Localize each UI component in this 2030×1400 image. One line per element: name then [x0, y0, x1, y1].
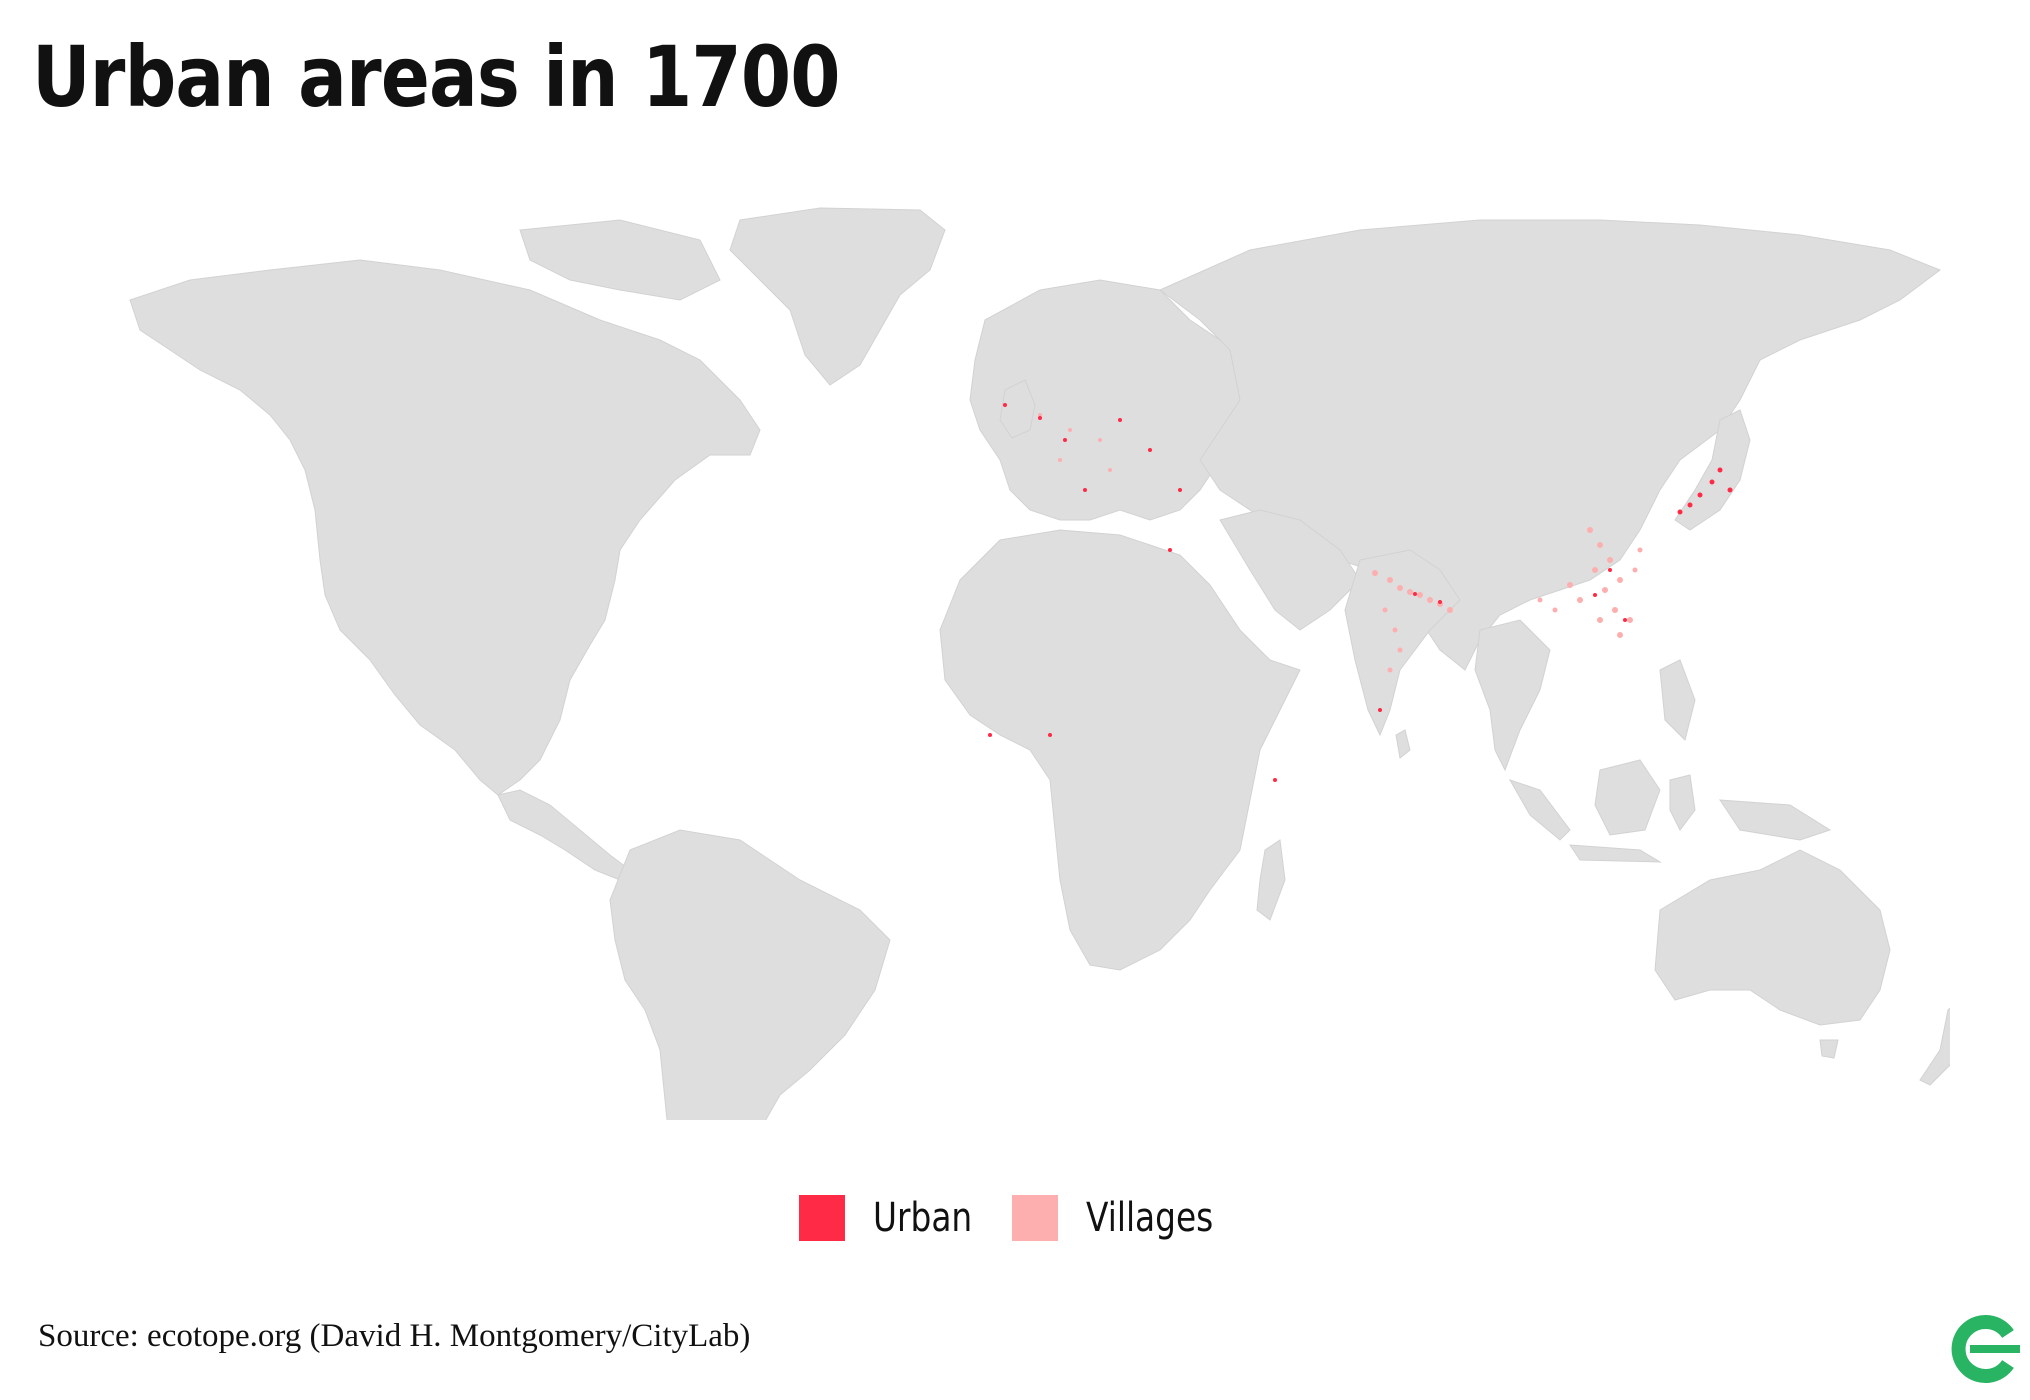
south-america — [609, 829, 891, 1120]
map-title: Urban areas in 1700 — [32, 28, 841, 126]
new-guinea — [1719, 799, 1832, 841]
greenland — [729, 207, 946, 386]
british-isles — [999, 379, 1036, 439]
asia — [1159, 219, 1942, 671]
europe — [969, 279, 1261, 521]
southeast-asia — [1474, 619, 1551, 772]
africa — [939, 529, 1301, 971]
north-america — [129, 259, 761, 796]
world-map — [129, 207, 1950, 1120]
land-masses — [129, 207, 1950, 1120]
legend-label-urban: Urban — [872, 1195, 973, 1241]
new-zealand — [1919, 1007, 1950, 1086]
citylab-logo-icon — [1951, 1315, 2020, 1383]
legend: Urban Villages — [0, 1195, 2030, 1241]
central-america — [497, 789, 631, 881]
arabian-peninsula — [1219, 509, 1361, 631]
japan — [1674, 409, 1751, 531]
legend-item-villages: Villages — [1011, 1195, 1231, 1241]
borneo — [1594, 759, 1661, 836]
legend-swatch-urban — [798, 1195, 845, 1241]
australia — [1654, 849, 1891, 1026]
urban-dots — [988, 403, 1733, 782]
tasmania — [1819, 1039, 1839, 1059]
sri-lanka — [1395, 729, 1411, 759]
legend-item-urban: Urban — [798, 1195, 984, 1241]
arctic-islands — [519, 219, 721, 301]
source-credit: Source: ecotope.org (David H. Montgomery… — [38, 1318, 751, 1354]
sulawesi — [1669, 774, 1696, 831]
legend-label-villages: Villages — [1085, 1195, 1214, 1241]
sumatra — [1508, 779, 1571, 841]
legend-swatch-villages — [1011, 1195, 1058, 1241]
madagascar — [1256, 839, 1286, 921]
java — [1569, 844, 1662, 863]
indian-subcontinent — [1344, 549, 1461, 737]
philippines — [1659, 659, 1696, 741]
